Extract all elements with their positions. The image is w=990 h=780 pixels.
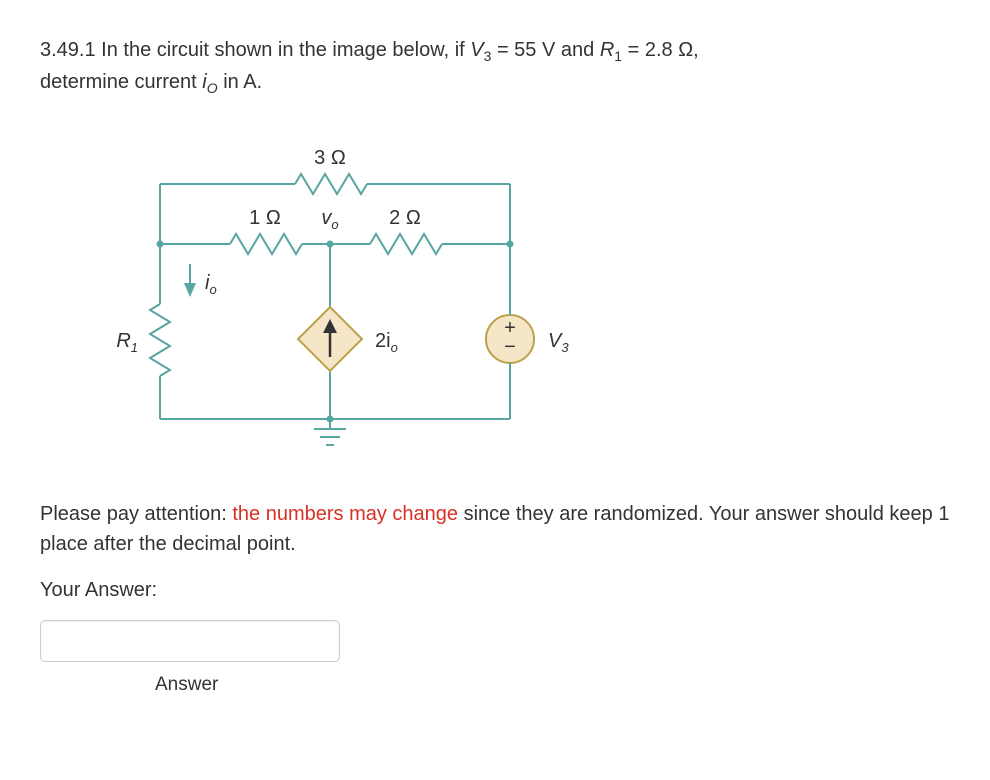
dep-source-label: 2io (375, 330, 398, 355)
r1-label: R1 (116, 330, 138, 355)
io-label: io (205, 272, 217, 297)
note-prefix: Please pay attention: (40, 503, 232, 525)
answer-label: Your Answer: (40, 579, 950, 602)
r-left-inner-label: 1 Ω (249, 207, 281, 229)
minus-label: − (504, 336, 516, 358)
circuit-diagram: + − 3 Ω 1 Ω 2 Ω vo io R1 2io V3 (70, 129, 590, 459)
io-sub: O (207, 80, 218, 96)
line2-suffix: in A. (218, 71, 262, 93)
line2-prefix: determine current (40, 71, 202, 93)
eq1: = 55 V and (491, 39, 599, 61)
r1-var: R (600, 39, 614, 61)
note-red: the numbers may change (232, 503, 458, 525)
v3-label: V3 (548, 330, 569, 355)
question-prefix: 3.49.1 In the circuit shown in the image… (40, 39, 470, 61)
eq2: = 2.8 Ω, (622, 39, 699, 61)
r-top-label: 3 Ω (314, 147, 346, 169)
answer-row: Answer (40, 620, 950, 696)
r-right-inner-label: 2 Ω (389, 207, 421, 229)
vo-label: vo (321, 207, 338, 232)
answer-input[interactable] (40, 620, 340, 662)
question-text: 3.49.1 In the circuit shown in the image… (40, 35, 950, 99)
r1-sub: 1 (614, 48, 622, 64)
v3-var: V (470, 39, 483, 61)
note-text: Please pay attention: the numbers may ch… (40, 499, 950, 559)
answer-button[interactable]: Answer (155, 674, 218, 696)
